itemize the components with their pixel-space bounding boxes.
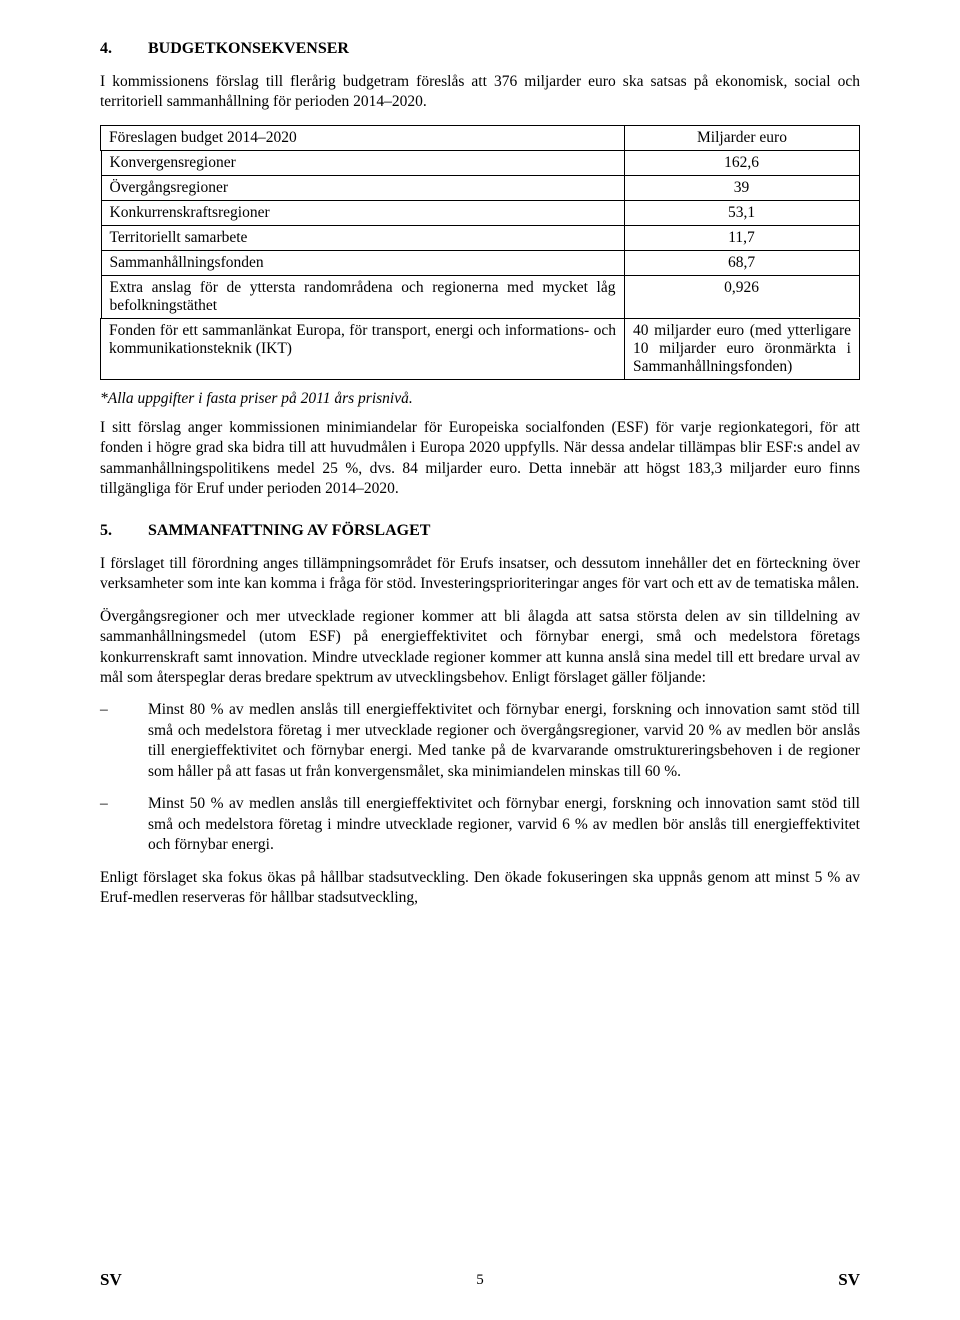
cell-label: Konkurrenskraftsregioner: [101, 200, 624, 225]
cell-value: 68,7: [625, 250, 860, 275]
dash-icon: –: [100, 700, 148, 782]
table-header-left: Föreslagen budget 2014–2020: [101, 125, 625, 150]
section-heading-5: 5. SAMMANFATTNING AV FÖRSLAGET: [100, 522, 860, 540]
bullet-list: – Minst 80 % av medlen anslås till energ…: [100, 700, 860, 855]
cell-value: 39: [625, 175, 860, 200]
cell-label: Extra anslag för de yttersta randområden…: [101, 275, 624, 318]
cell-value: 162,6: [625, 151, 860, 176]
budget-table: Föreslagen budget 2014–2020 Miljarder eu…: [100, 125, 860, 380]
page-number: 5: [476, 1272, 484, 1289]
paragraph-scope: I förslaget till förordning anges tilläm…: [100, 554, 860, 595]
cell-value: 11,7: [625, 225, 860, 250]
table-fund-row: Fonden för ett sammanlänkat Europa, för …: [101, 318, 860, 379]
paragraph-regions: Övergångsregioner och mer utvecklade reg…: [100, 607, 860, 689]
paragraph-intro: I kommissionens förslag till flerårig bu…: [100, 72, 860, 113]
price-note: *Alla uppgifter i fasta priser på 2011 å…: [100, 390, 860, 408]
heading-text: SAMMANFATTNING AV FÖRSLAGET: [148, 522, 860, 540]
list-item: – Minst 80 % av medlen anslås till energ…: [100, 700, 860, 782]
fund-left: Fonden för ett sammanlänkat Europa, för …: [101, 318, 625, 379]
cell-label: Sammanhållningsfonden: [101, 250, 624, 275]
heading-number: 5.: [100, 522, 148, 540]
bullet-text: Minst 80 % av medlen anslås till energie…: [148, 700, 860, 782]
footer-left: SV: [100, 1270, 122, 1290]
cell-label: Konvergensregioner: [101, 151, 624, 176]
cell-value: 0,926: [625, 275, 860, 317]
dash-icon: –: [100, 794, 148, 855]
footer-right: SV: [838, 1270, 860, 1290]
list-item: – Minst 50 % av medlen anslås till energ…: [100, 794, 860, 855]
table-header-row: Föreslagen budget 2014–2020 Miljarder eu…: [101, 125, 860, 150]
cell-label: Övergångsregioner: [101, 175, 624, 200]
heading-text: BUDGETKONSEKVENSER: [148, 40, 860, 58]
cell-value: 53,1: [625, 200, 860, 225]
section-heading-4: 4. BUDGETKONSEKVENSER: [100, 40, 860, 58]
paragraph-urban: Enligt förslaget ska fokus ökas på hållb…: [100, 868, 860, 909]
page-footer: SV 5 SV: [0, 1270, 960, 1290]
cell-label: Territoriellt samarbete: [101, 225, 624, 250]
heading-number: 4.: [100, 40, 148, 58]
fund-right: 40 miljarder euro (med ytterligare 10 mi…: [625, 318, 860, 379]
bullet-text: Minst 50 % av medlen anslås till energie…: [148, 794, 860, 855]
table-header-right: Miljarder euro: [625, 125, 860, 150]
paragraph-esf: I sitt förslag anger kommissionen minimi…: [100, 418, 860, 500]
